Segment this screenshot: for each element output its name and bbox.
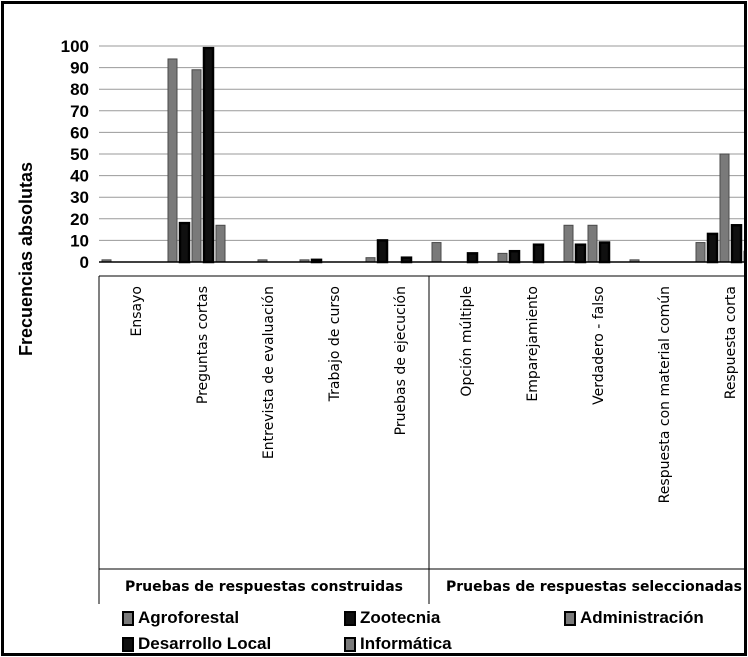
bar: [695, 242, 706, 263]
y-tick-label: 10: [70, 231, 89, 250]
legend-label: Desarrollo Local: [138, 634, 272, 653]
y-tick-label: 100: [61, 37, 89, 56]
category-label: Emparejamiento: [525, 286, 541, 402]
y-axis-label: Frecuencias absolutas: [16, 162, 36, 356]
bar: [587, 224, 598, 263]
category-label: Trabajo de curso: [327, 286, 343, 402]
bar: [719, 153, 730, 263]
category-label: Pruebas de ejecución: [393, 286, 409, 435]
y-tick-label: 30: [70, 188, 89, 207]
legend-swatch: [122, 610, 134, 626]
bars: [101, 46, 744, 264]
category-label: Preguntas cortas: [195, 286, 211, 404]
group-label: Pruebas de respuestas seleccionadas: [446, 579, 742, 595]
axes: [98, 261, 744, 604]
bar-chart: 0 10 20 30 40 50 60 70 80 90 100 Ensayo Preguntas c…: [16, 37, 744, 604]
legend-item: Zootecnia: [344, 608, 440, 628]
category-label: Respuesta con material común: [657, 286, 673, 503]
legend-swatch: [122, 636, 134, 652]
legend-label: Informática: [360, 634, 452, 653]
y-axis-ticks: 0 10 20 30 40 50 60 70 80 90 100: [61, 37, 89, 272]
group-labels: Pruebas de respuestas construidas Pruebas…: [125, 579, 742, 595]
legend: Agroforestal Zootecnia Administración Desar…: [4, 604, 744, 653]
group-label: Pruebas de respuestas construidas: [125, 579, 403, 595]
bar: [431, 242, 442, 263]
bar: [598, 241, 611, 264]
y-tick-label: 60: [70, 123, 89, 142]
bar: [743, 250, 744, 263]
y-tick-label: 40: [70, 167, 89, 186]
bar: [706, 232, 719, 264]
y-tick-label: 50: [70, 145, 89, 164]
bar: [178, 221, 191, 264]
bar: [497, 252, 508, 263]
category-label: Entrevista de evaluación: [261, 286, 277, 459]
category-labels: Ensayo Preguntas cortas Entrevista de eval…: [129, 286, 739, 503]
bar: [508, 249, 521, 264]
bar: [215, 224, 226, 263]
legend-label: Administración: [580, 608, 704, 627]
category-label: Ensayo: [129, 286, 145, 336]
y-tick-label: 90: [70, 59, 89, 78]
legend-item: Administración: [564, 608, 704, 628]
category-label: Respuesta corta: [723, 286, 739, 399]
bar: [730, 224, 743, 264]
y-tick-label: 70: [70, 102, 89, 121]
bar: [563, 224, 574, 263]
legend-item: Desarrollo Local: [122, 634, 272, 653]
bar: [167, 58, 178, 263]
legend-item: Agroforestal: [122, 608, 239, 628]
bar: [202, 46, 215, 264]
legend-label: Zootecnia: [360, 608, 441, 627]
bar: [466, 252, 479, 264]
legend-swatch: [564, 610, 576, 626]
category-label: Opción múltiple: [459, 286, 475, 397]
legend-item: Informática: [344, 634, 452, 653]
legend-label: Agroforestal: [138, 608, 240, 627]
y-tick-label: 80: [70, 80, 89, 99]
legend-swatch: [344, 636, 356, 652]
bar: [191, 69, 202, 263]
bar: [574, 243, 587, 264]
y-tick-label: 0: [80, 253, 89, 272]
legend-swatch: [344, 610, 356, 626]
y-tick-label: 20: [70, 210, 89, 229]
category-label: Verdadero - falso: [591, 286, 607, 405]
bar: [376, 239, 389, 264]
bar: [532, 243, 545, 264]
